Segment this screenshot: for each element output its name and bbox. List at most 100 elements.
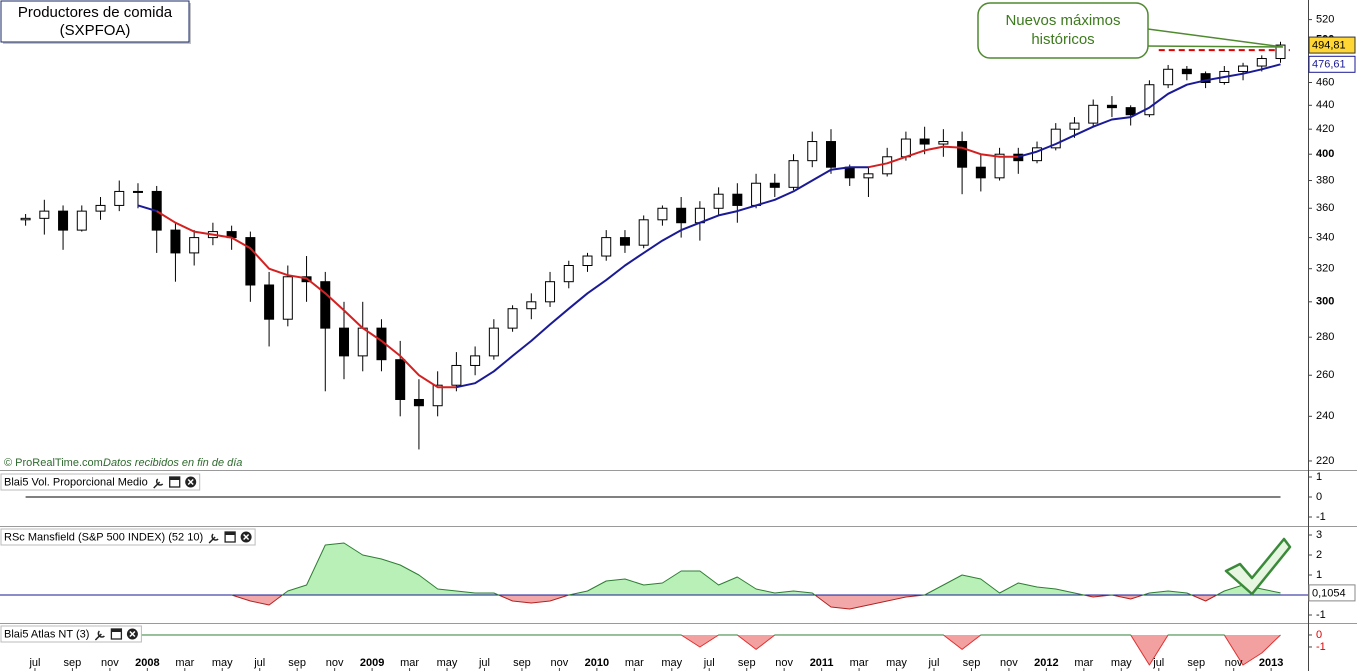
x-tick-label: mar [1074,657,1093,669]
panel-header: RSc Mansfield (S&P 500 INDEX) (52 10) [0,528,256,546]
source-note: © ProRealTime.com [4,457,103,469]
y-tick-label: 240 [1316,410,1334,422]
y-tick-label: 0 [1316,629,1322,641]
candle-body [1144,84,1155,116]
close-icon-cross [187,478,194,486]
candle-body [863,173,874,179]
callout [977,2,1149,59]
candle-body [39,210,50,219]
candle-body [676,207,687,224]
candle-body [189,237,200,254]
candle-body [938,141,949,145]
candle-body [751,182,762,206]
x-tick-label: sep [288,657,306,669]
y-tick-label: 380 [1316,174,1334,186]
y-tick-label: 260 [1316,369,1334,381]
y-tick-label: 340 [1316,232,1334,244]
x-tick-label: nov [551,657,569,669]
price-label: 476,61 [1312,59,1346,71]
x-tick-label: nov [1225,657,1243,669]
candle-body [788,160,799,188]
candle-body [507,308,518,329]
title-box [0,0,190,43]
y-tick-label: 460 [1316,76,1334,88]
panel-header-box [0,528,256,546]
candle-body [732,193,743,206]
candle-body [1088,104,1099,124]
panel-title: RSc Mansfield (S&P 500 INDEX) (52 10) [4,531,203,543]
x-tick-label: mar [400,657,419,669]
candle-body [339,327,350,357]
candle-body [957,141,968,168]
x-tick-label: sep [513,657,531,669]
candle-body [488,327,499,357]
source-note: Datos recibidos en fin de día [103,457,242,469]
x-tick-label: sep [1187,657,1205,669]
panel-header-box [0,625,142,643]
candle-body [713,193,724,209]
candle-body [526,301,537,310]
annotation: Nuevos máximos [1005,12,1120,29]
settings-icon[interactable] [94,630,105,641]
candle-body [451,364,462,386]
candle-body [994,153,1005,179]
candle-body [900,138,911,158]
window-icon-bar [169,477,180,480]
y-tick-label: 420 [1316,123,1334,135]
candle-body [601,237,612,257]
candle-body [844,166,855,179]
price-label-box [1308,55,1356,73]
y-tick-label: 400 [1316,148,1334,160]
panel-header: Blai5 Atlas NT (3) [0,625,142,643]
candle-body [1200,73,1211,83]
x-tick-label: jul [478,657,490,669]
x-tick-label: may [1111,657,1132,669]
candle-body [1163,68,1174,86]
close-icon-cross [129,630,136,638]
x-tick-label: mar [175,657,194,669]
window-icon-bar [111,629,122,632]
annotation: históricos [1031,31,1094,48]
candle-body [320,281,331,329]
candle-body [1275,44,1286,60]
window-icon-bar [225,532,236,535]
candle-body [638,219,649,246]
x-tick-label: nov [326,657,344,669]
candle-body [58,210,69,231]
panel-title: Blai5 Atlas NT (3) [4,628,89,640]
x-tick-label: jul [703,657,715,669]
candle-body [825,141,836,168]
x-tick-label: mar [625,657,644,669]
candle-body [470,355,481,366]
y-tick-label: 320 [1316,263,1334,275]
settings-icon[interactable] [208,533,219,544]
area-line [25,634,1281,666]
x-tick-label: 2013 [1259,657,1283,669]
panel-header: Blai5 Vol. Proporcional Medio [0,473,201,491]
settings-icon[interactable] [153,478,164,489]
x-tick-label: jul [1152,657,1164,669]
y-tick-label: 360 [1316,202,1334,214]
x-tick-label: 2011 [810,657,834,669]
candle-body [132,190,143,193]
x-tick-label: nov [1000,657,1018,669]
candle-body [76,210,87,231]
moving-average [156,145,1019,389]
x-tick-label: 2012 [1034,657,1058,669]
candle-body [1106,104,1117,109]
y-tick-label: 220 [1316,455,1334,467]
panel-header-box [0,473,201,491]
candle-body [1256,58,1267,67]
y-tick-label: -1 [1316,609,1326,621]
candle-body [282,276,293,320]
chart-title: (SXPFOA) [60,22,131,39]
y-tick-label: 1 [1316,569,1322,581]
moving-average [137,63,1281,389]
x-tick-label: 2009 [360,657,384,669]
chart-title: Productores de comida [18,4,173,21]
x-tick-label: nov [775,657,793,669]
area-line [231,542,1281,610]
x-tick-label: mar [850,657,869,669]
